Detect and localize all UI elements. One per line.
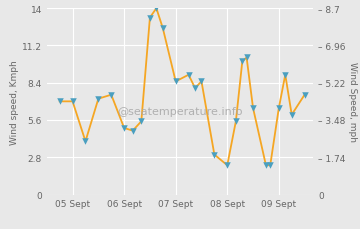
Point — [153, 7, 159, 11]
Point — [233, 120, 239, 124]
Point — [70, 100, 76, 104]
Point — [173, 80, 179, 84]
Point — [289, 113, 294, 117]
Point — [199, 80, 204, 84]
Point — [186, 74, 192, 77]
Point — [211, 153, 217, 157]
Point — [250, 107, 256, 110]
Point — [108, 93, 114, 97]
Point — [239, 60, 245, 64]
Point — [139, 120, 144, 124]
Point — [224, 164, 230, 167]
Point — [263, 164, 269, 167]
Y-axis label: Wind Speed, mph: Wind Speed, mph — [348, 62, 357, 142]
Y-axis label: Wind speed, Kmph: Wind speed, Kmph — [10, 60, 19, 144]
Point — [82, 140, 88, 144]
Point — [95, 97, 101, 101]
Point — [57, 100, 63, 104]
Point — [130, 129, 136, 133]
Text: @seatemperature.info: @seatemperature.info — [117, 106, 243, 116]
Point — [282, 74, 288, 77]
Point — [160, 27, 166, 31]
Point — [244, 56, 249, 60]
Point — [267, 164, 273, 167]
Point — [121, 127, 127, 130]
Point — [276, 107, 282, 110]
Point — [192, 87, 198, 90]
Point — [147, 17, 153, 20]
Point — [302, 93, 307, 97]
